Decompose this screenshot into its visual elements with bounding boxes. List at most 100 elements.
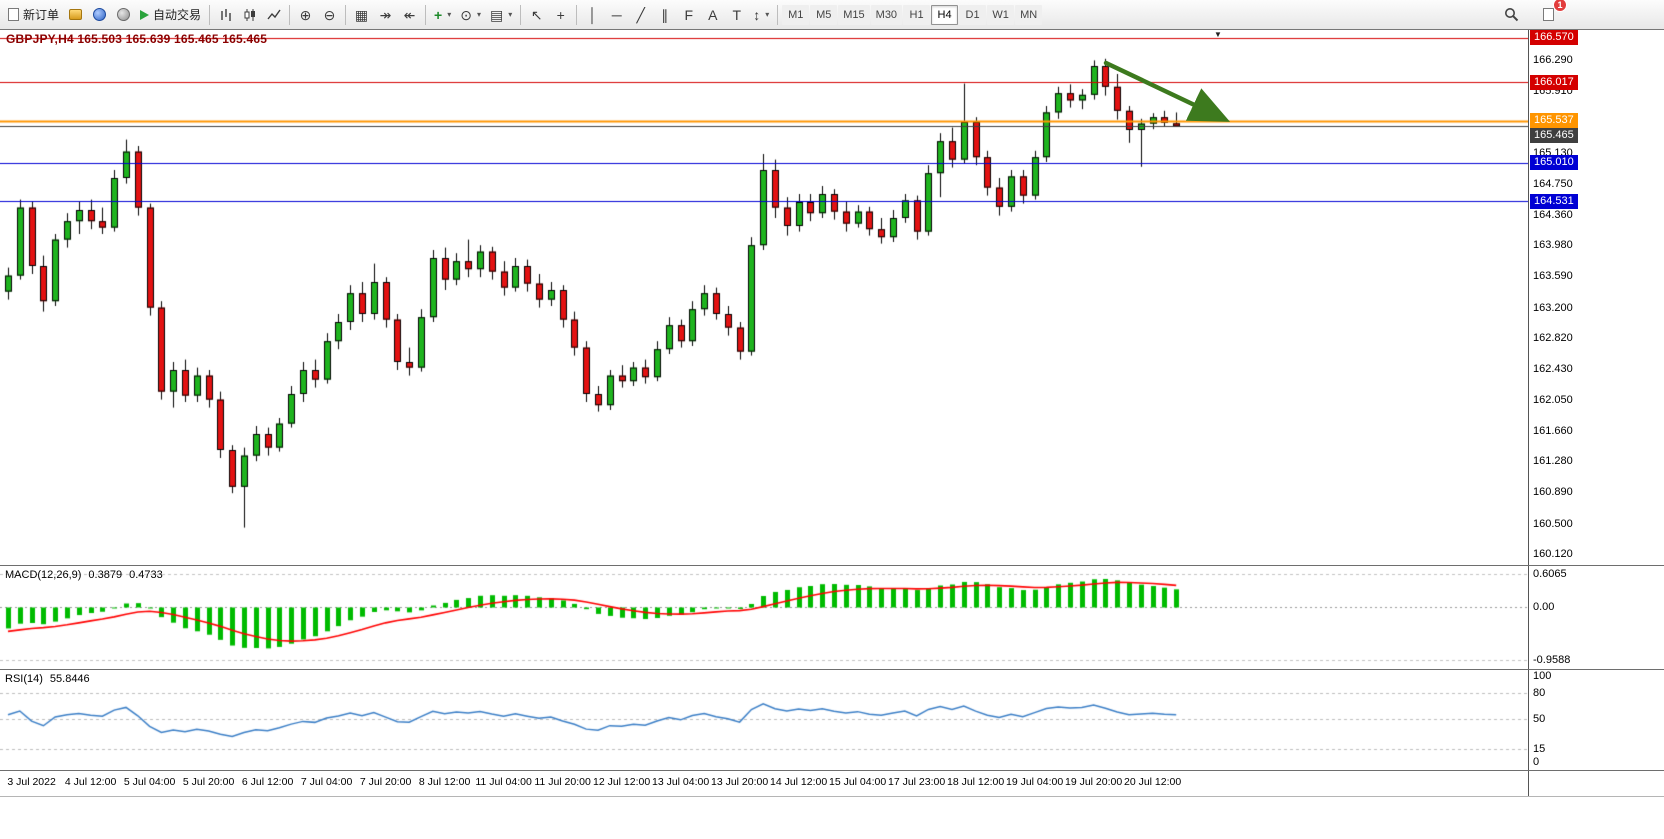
rsi-indicator-label: RSI(14) 55.8446 [5,673,90,685]
date-axis-label: 18 Jul 12:00 [946,776,1005,788]
date-axis-label: 12 Jul 12:00 [592,776,651,788]
timeframe-d1[interactable]: D1 [959,4,987,25]
pane-separator[interactable] [0,669,1664,670]
rsi-axis-label: 50 [1533,713,1546,725]
price-axis-label: 162.820 [1533,332,1573,344]
macd-indicator-label: MACD(12,26,9) 0.3879 0.4733 [5,569,163,581]
pane-separator[interactable] [0,565,1664,566]
crosshair-tool-button[interactable]: + [549,3,572,27]
price-axis[interactable]: 166.290 165.910 165.130 164.750 164.360 163.9… [1528,30,1664,796]
date-axis[interactable]: 3 Jul 2022 4 Jul 12:00 5 Jul 04:00 5 Jul 20… [0,771,1528,796]
indicators-icon: + [434,6,443,23]
auto-trading-icon [140,9,150,20]
date-axis-label: 11 Jul 20:00 [534,776,591,788]
chart-shift-marker-icon[interactable]: ▼ [1214,30,1222,39]
arrows-icon: ↕ [753,6,761,23]
channel-icon: ∥ [661,6,669,23]
trendline-tool-button[interactable]: ╱ [629,3,652,27]
date-axis-label: 17 Jul 23:00 [887,776,946,788]
auto-scroll-icon: ↠ [379,6,392,23]
tile-windows-button[interactable]: ▦ [350,3,373,27]
chevron-down-icon: ▾ [508,10,513,19]
date-axis-label: 15 Jul 04:00 [828,776,887,788]
timeframe-m1[interactable]: M1 [782,4,810,25]
label-tool-button[interactable]: T [725,3,748,27]
date-axis-label: 19 Jul 20:00 [1064,776,1123,788]
price-badge: 166.017 [1530,74,1578,90]
timeframe-m15[interactable]: M15 [838,4,870,25]
macd-axis-label: 0.00 [1533,601,1555,614]
templates-button[interactable]: ▤ ▾ [486,3,516,27]
price-badge: 165.465 [1530,128,1578,144]
news-icon [1543,8,1554,21]
date-axis-label: 14 Jul 12:00 [769,776,828,788]
price-axis-label: 163.200 [1533,301,1573,314]
periods-button[interactable]: ⊙ ▾ [456,3,485,27]
bar-chart-button[interactable] [214,3,237,27]
auto-scroll-button[interactable]: ↠ [374,3,397,27]
market-watch-icon [69,9,83,20]
navigator-button[interactable] [112,3,135,27]
vertical-line-icon: │ [588,6,598,23]
channel-tool-button[interactable]: ∥ [653,3,676,27]
rsi-axis-label: 80 [1533,687,1546,700]
news-button[interactable]: 1 [1537,0,1567,27]
chevron-down-icon: ▾ [476,10,481,19]
templates-icon: ▤ [489,6,504,23]
date-axis-label: 7 Jul 20:00 [359,776,412,788]
vertical-line-tool-button[interactable]: │ [581,3,604,27]
cursor-tool-button[interactable]: ↖ [525,3,548,27]
text-tool-button[interactable]: A [701,3,724,27]
tile-windows-icon: ▦ [354,6,369,23]
search-button[interactable] [1500,3,1523,27]
data-window-button[interactable] [88,3,111,27]
chart-canvas[interactable] [0,30,1528,770]
zoom-out-icon: ⊖ [323,6,336,23]
auto-trading-button[interactable]: 自动交易 [136,3,205,27]
indicators-button[interactable]: + ▾ [430,3,455,27]
zoom-in-button[interactable]: ⊕ [294,3,317,27]
toolbar-separator [209,4,211,25]
label-icon: T [732,6,742,23]
date-axis-label: 5 Jul 20:00 [182,776,235,788]
date-axis-label: 8 Jul 12:00 [418,776,471,788]
date-axis-label: 13 Jul 20:00 [710,776,769,788]
price-axis-label: 162.050 [1533,393,1573,406]
notification-badge: 1 [1553,0,1567,12]
bar-chart-icon [220,8,231,21]
rsi-title: RSI(14) [5,673,43,685]
toolbar: 新订单 自动交易 [0,0,1664,30]
timeframe-h1[interactable]: H1 [903,4,931,25]
line-chart-button[interactable] [262,3,285,27]
date-axis-label: 20 Jul 12:00 [1123,776,1182,788]
timeframe-m5[interactable]: M5 [810,4,838,25]
market-watch-button[interactable] [64,3,87,27]
timeframe-h4[interactable]: H4 [931,4,959,25]
horizontal-line-icon: ─ [611,6,622,23]
zoom-out-button[interactable]: ⊖ [318,3,341,27]
toolbar-right-group: 1 [1500,0,1660,27]
trendline-icon: ╱ [636,6,645,23]
price-axis-label: 160.500 [1533,517,1573,530]
price-axis-label: 160.890 [1533,486,1573,499]
new-order-button[interactable]: 新订单 [4,3,63,27]
date-axis-label: 3 Jul 2022 [7,776,56,788]
toolbar-separator [777,4,779,25]
timeframe-m30[interactable]: M30 [870,4,903,25]
chart-bottom-border [0,796,1664,797]
arrows-tool-button[interactable]: ↕ ▾ [749,3,773,27]
macd-axis-label: 0.6065 [1533,567,1567,580]
rsi-value: 55.8446 [49,673,90,685]
horizontal-line-tool-button[interactable]: ─ [605,3,628,27]
zoom-in-icon: ⊕ [299,6,312,23]
toolbar-separator [576,4,578,25]
candlestick-chart-button[interactable] [238,3,261,27]
timeframe-mn[interactable]: MN [1015,4,1043,25]
chart-shift-button[interactable]: ↞ [398,3,421,27]
fibonacci-tool-button[interactable]: F [677,3,700,27]
chart-shift-icon: ↞ [403,6,416,23]
price-badge: 164.531 [1530,193,1578,209]
timeframe-w1[interactable]: W1 [987,4,1015,25]
rsi-axis-label: 100 [1533,670,1552,682]
